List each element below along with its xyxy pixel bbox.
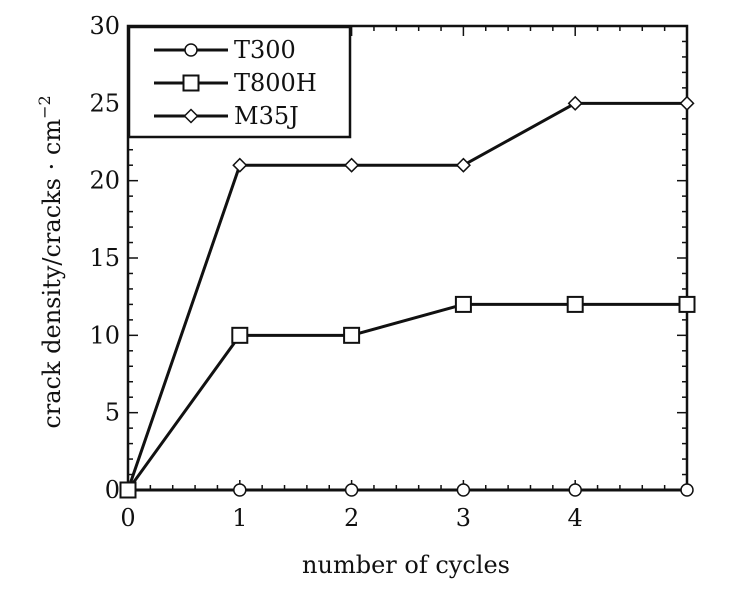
x-tick-label: 4 xyxy=(568,504,583,532)
data-point-t300 xyxy=(568,483,582,497)
x-tick-label: 3 xyxy=(456,504,471,532)
y-axis-title-main: crack density/cracks · cm xyxy=(38,119,66,429)
y-axis-title-superscript: −2 xyxy=(35,95,54,119)
legend-marker-t300 xyxy=(184,43,198,57)
legend-marker-t800h xyxy=(182,74,200,92)
y-tick-label: 15 xyxy=(89,244,120,272)
legend-label-t800h: T800H xyxy=(234,69,317,97)
data-point-t300 xyxy=(233,483,247,497)
x-tick-label: 1 xyxy=(232,504,247,532)
legend-item-t800h: T800H xyxy=(154,69,317,97)
legend-label-m35j: M35J xyxy=(234,102,299,130)
data-point-m35j xyxy=(455,157,471,173)
series-line-m35j xyxy=(126,101,687,491)
data-point-t800h xyxy=(678,295,696,313)
data-point-m35j xyxy=(679,95,695,111)
series-m35j xyxy=(120,95,695,498)
series-t800h xyxy=(119,295,696,499)
series-t300 xyxy=(121,483,694,497)
data-point-m35j xyxy=(232,157,248,173)
y-tick-label: 30 xyxy=(89,12,120,40)
data-point-t800h xyxy=(454,295,472,313)
legend-item-t300: T300 xyxy=(154,36,296,64)
series-group xyxy=(119,95,696,499)
y-axis-title: crack density/cracks · cm−2 xyxy=(35,95,66,428)
data-point-t800h xyxy=(343,326,361,344)
data-point-t800h xyxy=(119,481,137,499)
legend: T300 T800H M35J xyxy=(127,25,352,139)
x-tick-label: 2 xyxy=(344,504,359,532)
x-axis-title: number of cycles xyxy=(302,551,510,579)
data-point-m35j xyxy=(344,157,360,173)
x-tick-label: 0 xyxy=(120,504,135,532)
data-point-t300 xyxy=(344,483,359,497)
legend-item-m35j: M35J xyxy=(154,102,299,130)
data-point-t800h xyxy=(231,326,249,344)
data-point-t300 xyxy=(456,483,471,497)
legend-marker-m35j xyxy=(183,108,199,124)
data-point-t300 xyxy=(680,483,694,497)
y-tick-label: 10 xyxy=(89,321,120,349)
series-line-t800h xyxy=(126,302,687,491)
y-tick-label: 5 xyxy=(105,399,120,427)
data-point-t800h xyxy=(566,295,584,313)
y-tick-label: 20 xyxy=(89,167,120,195)
data-point-m35j xyxy=(567,95,583,111)
y-tick-label: 0 xyxy=(105,476,120,504)
y-tick-label: 25 xyxy=(89,89,120,117)
legend-label-t300: T300 xyxy=(234,36,296,64)
